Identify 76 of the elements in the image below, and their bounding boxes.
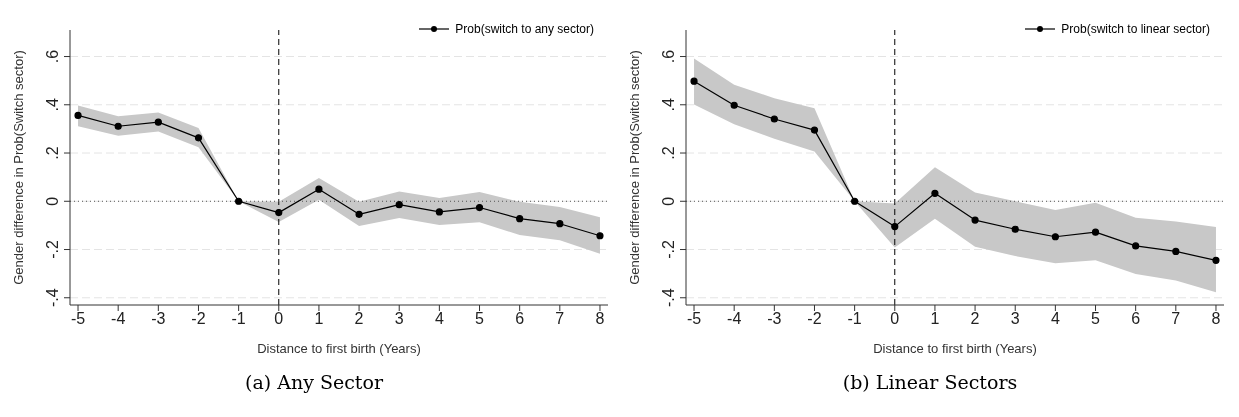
- x-tick-label: -3: [151, 310, 166, 328]
- legend-label: Prob(switch to linear sector): [1061, 22, 1210, 36]
- x-tick-label: 6: [515, 310, 525, 328]
- x-tick-label: 4: [434, 310, 444, 328]
- point: [690, 77, 698, 85]
- point: [516, 215, 524, 223]
- x-tick-label: 0: [890, 310, 900, 328]
- point: [114, 122, 122, 130]
- y-tick-label: 0: [44, 196, 61, 206]
- x-tick-label: -5: [686, 310, 702, 328]
- point: [1132, 242, 1140, 250]
- point: [556, 220, 564, 228]
- point: [596, 232, 604, 240]
- x-tick-label: 3: [1010, 310, 1020, 328]
- point: [730, 101, 738, 109]
- point: [355, 210, 363, 218]
- y-tick-label: -.4: [660, 288, 677, 308]
- x-tick-label: 8: [1211, 310, 1221, 328]
- x-tick-label: -4: [727, 310, 742, 328]
- x-tick-label: -2: [807, 310, 822, 328]
- x-tick-label: 2: [970, 310, 980, 328]
- y-tick-label: .2: [44, 146, 61, 160]
- point: [1212, 256, 1220, 264]
- point: [931, 189, 939, 197]
- point: [1172, 247, 1180, 256]
- x-tick-label: 3: [394, 310, 404, 328]
- y-tick-label: 0: [660, 196, 677, 206]
- y-tick-label: -.4: [44, 288, 61, 308]
- x-tick-label: 1: [314, 310, 324, 328]
- point: [770, 115, 778, 123]
- x-tick-label: -4: [111, 310, 126, 328]
- point: [194, 134, 203, 142]
- point: [891, 223, 899, 231]
- x-tick-label: 1: [930, 310, 940, 328]
- point: [435, 208, 443, 216]
- text: (a) Any Sector: [245, 371, 383, 393]
- x-tick-label: -1: [847, 310, 862, 328]
- point: [275, 209, 283, 217]
- x-tick-label: 4: [1050, 310, 1060, 328]
- legend-label: Prob(switch to any sector): [455, 22, 594, 36]
- x-tick-label: 5: [475, 310, 485, 328]
- point: [315, 185, 323, 193]
- x-tick-label: 0: [274, 310, 284, 328]
- point: [235, 197, 243, 205]
- point: [475, 203, 484, 212]
- x-tick-label: -1: [231, 310, 246, 328]
- x-tick-label: 5: [1091, 310, 1101, 328]
- point: [971, 216, 979, 224]
- x-tick-label: -5: [70, 310, 86, 328]
- point: [810, 126, 819, 134]
- y-tick-label: .2: [660, 146, 677, 160]
- point: [851, 197, 859, 205]
- point: [395, 201, 403, 209]
- point: [1051, 233, 1059, 241]
- y-tick-label: .4: [44, 98, 61, 112]
- y-tick-label: .6: [660, 49, 677, 64]
- x-axis-title: Distance to first birth (Years): [257, 341, 421, 356]
- y-tick-label: -.2: [660, 240, 677, 259]
- x-tick-label: -2: [191, 310, 206, 328]
- text: (b) Linear Sectors: [842, 371, 1018, 393]
- x-tick-label: 7: [1171, 310, 1181, 328]
- x-tick-label: 8: [595, 310, 605, 328]
- y-axis-title: Gender difference in Prob(Switch sector): [626, 50, 642, 285]
- y-tick-label: .4: [660, 98, 677, 112]
- y-tick-label: .6: [44, 49, 61, 64]
- point: [154, 118, 162, 126]
- x-tick-label: 2: [354, 310, 364, 328]
- point: [74, 111, 82, 119]
- point: [1011, 225, 1019, 233]
- x-tick-label: 6: [1131, 310, 1141, 328]
- x-tick-label: 7: [555, 310, 565, 328]
- y-tick-label: -.2: [44, 240, 61, 259]
- x-axis-title: Distance to first birth (Years): [873, 341, 1037, 356]
- x-tick-label: -3: [767, 310, 782, 328]
- y-axis-title: Gender difference in Prob(Switch sector): [10, 50, 26, 285]
- point: [1091, 228, 1100, 236]
